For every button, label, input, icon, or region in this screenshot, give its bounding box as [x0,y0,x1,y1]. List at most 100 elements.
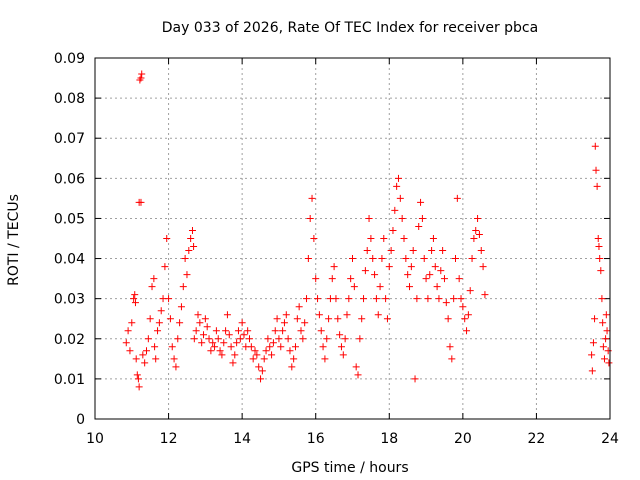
y-tick-label: 0.05 [54,211,85,227]
data-point [358,315,366,323]
data-point [337,343,345,351]
data-point [439,247,447,255]
data-point [319,343,327,351]
data-point [343,311,351,319]
data-point [134,375,142,383]
x-tick-label: 18 [380,431,398,447]
data-point [332,295,340,303]
data-point [463,327,471,335]
data-point [124,327,132,335]
data-point [389,226,397,234]
data-point [461,315,469,323]
data-point [418,214,426,222]
data-point [371,271,379,279]
data-points [122,70,613,391]
data-point [277,343,285,351]
data-point [387,247,395,255]
data-point [141,359,149,367]
data-point [415,222,423,230]
data-point [150,275,158,283]
data-point [597,267,605,275]
data-point [301,319,309,327]
data-point [334,315,342,323]
data-point [128,319,136,327]
data-point [605,359,613,367]
data-point [135,383,143,391]
data-point [323,335,331,343]
data-point [341,335,349,343]
data-point [604,347,612,355]
data-point [205,335,213,343]
data-point [255,363,263,371]
data-point [231,351,239,359]
data-point [312,275,320,283]
data-point [378,255,386,263]
data-point [472,226,480,234]
data-point [262,347,270,355]
y-tick-label: 0.08 [54,91,85,107]
data-point [236,335,244,343]
data-point [428,247,436,255]
data-point [290,355,298,363]
data-point [201,315,209,323]
data-point [402,255,410,263]
data-point [257,375,265,383]
data-point [477,247,485,255]
data-point [598,295,606,303]
data-point [131,291,139,299]
data-point [271,327,279,335]
data-point [157,307,165,315]
y-tick-label: 0.02 [54,332,85,348]
y-tick-label: 0.09 [54,51,85,67]
data-point [291,343,299,351]
data-point [350,283,358,291]
data-point [190,335,198,343]
data-point [396,194,404,202]
data-point [603,327,611,335]
plot-frame [94,57,611,420]
data-point [279,327,287,335]
data-point [459,303,467,311]
data-point [435,295,443,303]
data-point [216,347,224,355]
data-point [266,343,274,351]
data-point [336,331,344,339]
data-point [400,235,408,242]
data-point [591,315,599,323]
data-point [207,347,215,355]
data-point [354,371,362,379]
data-point [229,359,237,367]
axis-ticks: 0 0.01 0.02 0.03 0.04 0.05 0.06 0.07 0.08 0.09 10 1… [54,51,619,447]
data-point [409,247,417,255]
data-point [339,351,347,359]
data-point [172,363,180,371]
data-point [234,327,242,335]
data-point [385,263,393,271]
data-point [161,263,169,271]
data-point [246,335,253,343]
data-point [154,327,162,335]
data-point [181,255,189,263]
data-point [284,335,292,343]
data-point [288,363,296,371]
data-point [209,339,217,347]
x-tick-label: 22 [528,431,546,447]
data-point [450,295,458,303]
data-point [183,271,191,279]
chart-title: Day 033 of 2026, Rate Of TEC Index for r… [162,20,538,36]
data-point [131,299,139,307]
data-point [238,319,246,327]
data-point [468,255,476,263]
data-point [470,235,478,242]
x-tick-label: 14 [233,431,251,447]
data-point [596,255,604,263]
data-point [424,295,432,303]
data-point [600,355,608,363]
data-point [148,283,156,291]
data-point [144,335,152,343]
y-tick-label: 0 [76,412,85,428]
data-point [203,323,211,331]
data-point [297,327,305,335]
data-point [448,355,456,363]
data-point [345,295,353,303]
